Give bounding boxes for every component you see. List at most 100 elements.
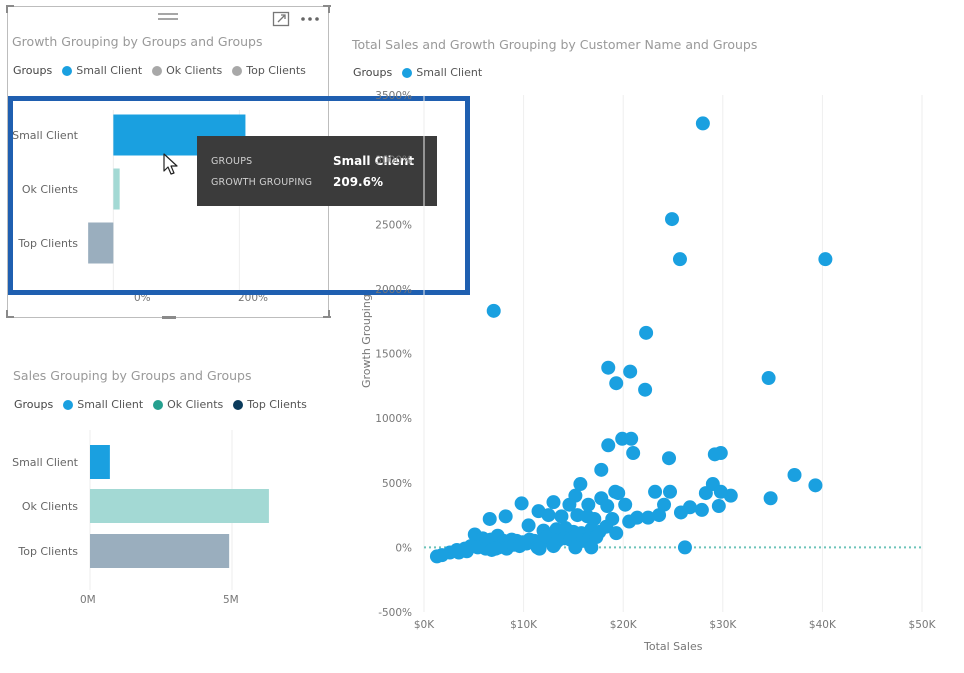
legend-dot-icon [233,399,244,410]
growth-bar-top-clients [88,222,114,264]
more-options-icon[interactable] [300,15,322,23]
legend-dot-icon [152,65,163,76]
resize-handle-bottom-left[interactable] [6,316,14,318]
legend-item-top-clients[interactable]: Top Clients [233,398,307,411]
resize-handle-bottom-right-v[interactable] [328,310,330,318]
scatter-point-55 [498,509,513,524]
scatter-x-tick-label-3: $30K [709,619,737,630]
resize-handle-top-right-v[interactable] [328,5,330,13]
scatter-y-tick-label-6: 2500% [375,219,412,231]
mouse-cursor-icon [163,153,178,175]
legend-item-small-client[interactable]: Small Client [63,398,143,411]
growth-chart-legend: Groups Small Client Ok Clients Top Clien… [13,64,316,77]
sales-bar-small-client [90,445,110,479]
growth-tooltip: GROUPS Small Client GROWTH GROUPING 209.… [197,136,437,206]
scatter-point-20 [573,477,588,492]
scatter-point-43 [673,505,688,520]
tooltip-growth-label: GROWTH GROUPING [211,177,313,188]
resize-handle-top-right[interactable] [323,5,331,7]
scatter-point-104 [677,540,692,555]
scatter-point-31 [611,486,626,501]
legend-item-top-clients[interactable]: Top Clients [232,64,306,77]
scatter-point-25 [763,491,778,506]
legend-label: Groups [14,398,54,411]
scatter-point-18 [594,462,609,477]
scatter-point-56 [482,511,497,526]
legend-item-small-client[interactable]: Small Client [62,64,142,77]
growth-x-tick-1: 200% [238,292,269,304]
scatter-chart-legend: Groups Small Client [353,66,492,79]
scatter-point-44 [652,508,667,523]
scatter-point-29 [713,484,728,499]
scatter-point-65 [599,519,614,534]
sales-cat-label-ok-clients: Ok Clients [21,500,78,513]
tooltip-groups-value: Small Client [333,154,415,168]
scatter-y-tick-label-5: 2000% [375,284,412,296]
resize-handle-bottom-left-v[interactable] [6,310,8,318]
scatter-point-37 [600,499,615,514]
scatter-y-tick-label-0: -500% [378,607,412,619]
legend-item-ok-clients[interactable]: Ok Clients [152,64,222,77]
scatter-point-33 [546,495,561,510]
resize-handle-top-left[interactable] [6,5,14,7]
scatter-point-27 [663,484,678,499]
tooltip-growth-value: 209.6% [333,175,383,189]
scatter-chart-plot: $0K $10K $20K $30K $40K $50K -500% 0% 500% 1000% 1… [375,90,937,630]
sales-x-tick-1: 5M [223,594,239,606]
sales-chart-plot [89,430,269,590]
scatter-point-101 [546,539,561,554]
growth-cat-label-ok-clients: Ok Clients [21,183,78,196]
scatter-y-tick-label-8: 3500% [375,90,412,102]
sales-bar-top-clients [90,534,230,568]
legend-item-small-client[interactable]: Small Client [402,66,482,79]
scatter-point-54 [622,514,637,529]
legend-dot-icon [62,65,73,76]
scatter-x-tick-label-0: $0K [414,619,435,630]
scatter-point-35 [562,497,577,512]
growth-cat-label-small-client: Small Client [12,129,78,142]
legend-label: Groups [13,64,53,77]
legend-item-text: Top Clients [246,64,306,77]
growth-cat-label-top-clients: Top Clients [18,237,78,250]
focus-mode-icon[interactable] [272,11,290,27]
legend-item-text: Ok Clients [166,64,223,77]
scatter-point-26 [648,484,663,499]
resize-handle-bottom-mid[interactable] [162,316,176,319]
scatter-x-tick-label-5: $50K [909,619,937,630]
scatter-y-tick-label-7: 3000% [375,155,412,167]
legend-item-text: Small Client [77,398,144,411]
highlight-annotation-box [8,96,470,295]
scatter-point-108 [459,544,474,559]
scatter-point-5 [639,325,654,340]
sales-chart-title: Sales Grouping by Groups and Groups [13,368,252,383]
sales-x-tick-0: 0M [80,594,96,606]
scatter-point-102 [568,540,583,555]
legend-item-text: Top Clients [247,398,307,411]
drag-grip-icon[interactable] [157,11,179,23]
resize-handle-bottom-right[interactable] [323,316,331,318]
legend-label: Groups [353,66,393,79]
scatter-point-11 [601,438,616,453]
tooltip-groups-label: GROUPS [211,156,253,167]
scatter-chart-title: Total Sales and Growth Grouping by Custo… [352,37,758,52]
scatter-point-10 [761,371,776,386]
resize-handle-top-left-v[interactable] [6,5,8,13]
legend-dot-icon [402,67,413,78]
scatter-point-103 [584,540,599,555]
scatter-point-22 [698,486,713,501]
scatter-point-46 [641,510,656,525]
sales-bar-ok-clients [90,489,269,523]
scatter-point-13 [624,431,639,446]
scatter-point-8 [609,376,624,391]
scatter-point-6 [601,360,616,375]
scatter-point-40 [711,499,726,514]
scatter-point-19 [787,467,802,482]
scatter-point-98 [519,536,534,551]
growth-bar-ok-clients [113,168,120,210]
legend-item-text: Ok Clients [167,398,224,411]
scatter-point-66 [609,526,624,541]
legend-item-ok-clients[interactable]: Ok Clients [153,398,223,411]
scatter-y-tick-label-3: 1000% [375,413,412,425]
scatter-x-tick-label-2: $20K [610,619,638,630]
scatter-point-3 [818,252,833,267]
